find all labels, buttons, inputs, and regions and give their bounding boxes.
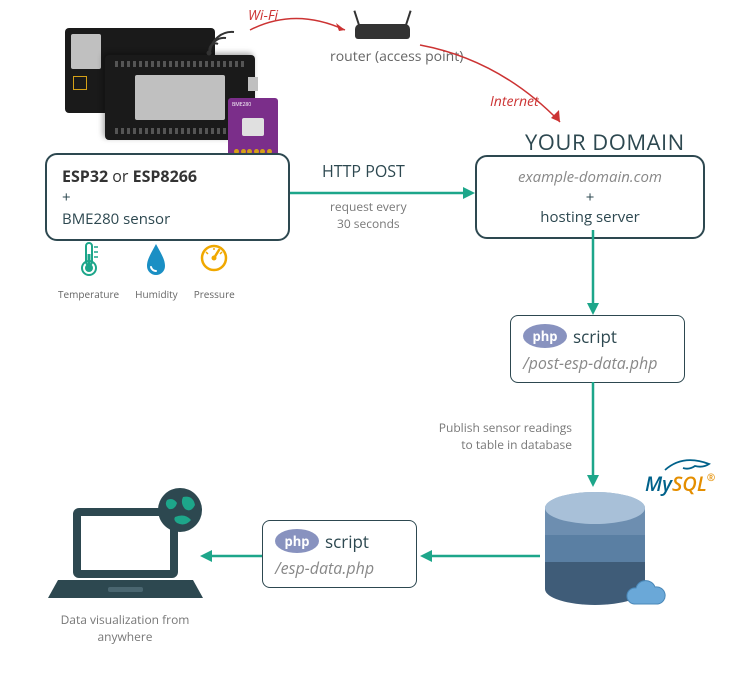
php-to-laptop-arrow (200, 548, 262, 568)
publish-label: Publish sensor readings to table in data… (412, 420, 572, 454)
domain-name: example-domain.com (492, 167, 688, 187)
hosting-server-label: hosting server (492, 207, 688, 227)
php-icon: php (275, 529, 319, 553)
request-interval-label: request every 30 seconds (330, 198, 407, 232)
php-icon: php (523, 324, 567, 348)
php-to-db-arrow (585, 382, 605, 487)
cloud-icon (622, 578, 670, 610)
temperature-icon: Temperature (58, 240, 119, 301)
router-label: router (access point) (330, 47, 463, 66)
domain-to-php-arrow (585, 230, 605, 315)
router-icon (355, 10, 410, 45)
wifi-waves-icon (195, 10, 245, 60)
internet-label: Internet (490, 92, 539, 111)
data-viz-label: Data visualization from anywhere (50, 612, 200, 646)
your-domain-label: YOUR DOMAIN (525, 127, 685, 157)
pressure-icon: Pressure (194, 240, 235, 301)
sensor-icons: Temperature Humidity Pressure (50, 240, 243, 301)
db-to-php-arrow (420, 548, 540, 568)
domain-box: example-domain.com + hosting server (475, 155, 705, 239)
php-script-esp: php script /esp-data.php (262, 520, 417, 588)
wifi-label: Wi-Fi (248, 6, 278, 25)
esp8266-label: ESP8266 (133, 165, 197, 187)
bme280-sensor: BME280 (228, 98, 278, 160)
globe-icon (155, 485, 205, 535)
php-esp-path: /esp-data.php (275, 557, 404, 579)
mysql-label: MySQL® (645, 470, 715, 497)
esp-box: ESP32 or ESP8266 + BME280 sensor (45, 153, 290, 241)
php-post-path: /post-esp-data.php (523, 352, 672, 374)
esp32-label: ESP32 (62, 165, 108, 187)
humidity-icon: Humidity (135, 240, 178, 301)
php-script-post: php script /post-esp-data.php (510, 315, 685, 383)
bme280-label: BME280 sensor (62, 209, 273, 229)
http-post-label: HTTP POST (322, 160, 405, 182)
